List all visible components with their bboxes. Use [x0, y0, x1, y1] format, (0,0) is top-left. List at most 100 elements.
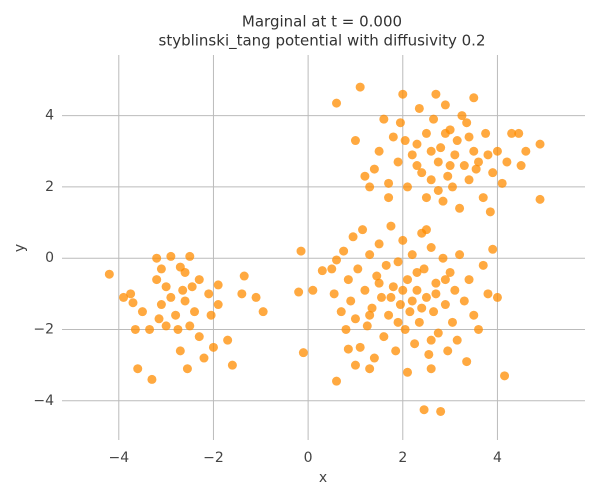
point	[365, 364, 375, 374]
point	[436, 406, 446, 416]
point	[376, 292, 386, 302]
point	[180, 296, 190, 306]
point	[384, 193, 394, 203]
point	[433, 185, 443, 195]
point	[332, 255, 342, 265]
point	[213, 280, 223, 290]
point	[398, 285, 408, 295]
point	[379, 332, 389, 342]
point	[452, 335, 462, 345]
point	[223, 335, 233, 345]
point	[343, 275, 353, 285]
point	[374, 239, 384, 249]
point	[130, 324, 140, 334]
point	[156, 264, 166, 274]
point	[384, 178, 394, 188]
point	[393, 317, 403, 327]
point	[388, 282, 398, 292]
point	[365, 250, 375, 260]
point	[429, 307, 439, 317]
point	[194, 332, 204, 342]
point	[481, 128, 491, 138]
point	[483, 289, 493, 299]
point	[350, 136, 360, 146]
point	[424, 349, 434, 359]
point	[372, 271, 382, 281]
point	[436, 143, 446, 153]
point	[459, 296, 469, 306]
point	[194, 275, 204, 285]
point	[478, 260, 488, 270]
point	[414, 317, 424, 327]
point	[421, 193, 431, 203]
point	[426, 175, 436, 185]
point	[166, 292, 176, 302]
x-axis-label: x	[319, 470, 327, 486]
point	[431, 289, 441, 299]
point	[393, 257, 403, 267]
point	[175, 346, 185, 356]
point	[154, 314, 164, 324]
point	[393, 157, 403, 167]
y-tick-label: −2	[33, 321, 54, 337]
point	[488, 168, 498, 178]
point	[447, 317, 457, 327]
point	[341, 324, 351, 334]
point	[421, 128, 431, 138]
point	[173, 324, 183, 334]
point	[398, 89, 408, 99]
point	[360, 171, 370, 181]
point	[119, 292, 129, 302]
point	[336, 307, 346, 317]
point	[237, 289, 247, 299]
point	[365, 310, 375, 320]
point	[431, 89, 441, 99]
y-tick-label: 2	[45, 179, 54, 195]
point	[412, 161, 422, 171]
point	[350, 314, 360, 324]
point	[182, 364, 192, 374]
point	[426, 146, 436, 156]
point	[426, 335, 436, 345]
point	[535, 139, 545, 149]
point	[362, 321, 372, 331]
point	[483, 150, 493, 160]
point	[374, 278, 384, 288]
point	[443, 346, 453, 356]
point	[348, 232, 358, 242]
y-tick-label: 0	[45, 250, 54, 266]
point	[386, 221, 396, 231]
point	[365, 182, 375, 192]
point	[459, 161, 469, 171]
point	[156, 300, 166, 310]
point	[492, 146, 502, 156]
point	[438, 253, 448, 263]
point	[332, 376, 342, 386]
point	[294, 287, 304, 297]
point	[395, 118, 405, 128]
point	[447, 182, 457, 192]
point	[388, 132, 398, 142]
point	[227, 360, 237, 370]
point	[507, 128, 517, 138]
point	[185, 251, 195, 261]
point	[417, 168, 427, 178]
point	[500, 371, 510, 381]
point	[440, 300, 450, 310]
point	[485, 207, 495, 217]
x-tick-label: 4	[493, 450, 502, 466]
y-tick-label: 4	[45, 108, 54, 124]
point	[407, 296, 417, 306]
point	[379, 114, 389, 124]
point	[440, 128, 450, 138]
point	[251, 292, 261, 302]
point	[412, 139, 422, 149]
point	[104, 269, 114, 279]
point	[339, 246, 349, 256]
point	[180, 267, 190, 277]
point	[199, 353, 209, 363]
point	[464, 275, 474, 285]
point	[329, 289, 339, 299]
point	[535, 194, 545, 204]
point	[421, 225, 431, 235]
